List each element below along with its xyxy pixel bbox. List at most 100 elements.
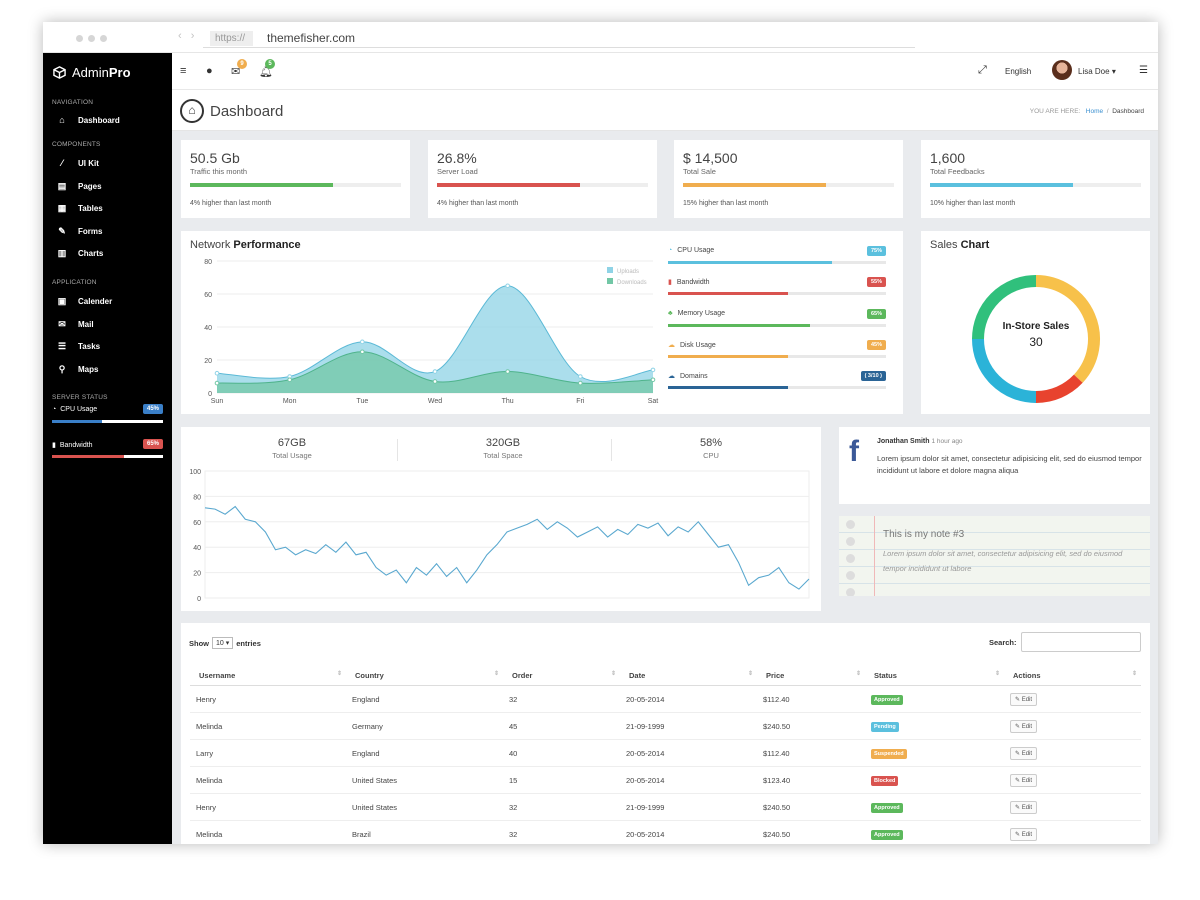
window-dot: [76, 35, 83, 42]
cell-username: Larry: [190, 739, 346, 767]
table-row[interactable]: Henry England 32 20-05-2014 $112.40 Appr…: [190, 685, 1141, 713]
cell-status: Suspended: [865, 739, 1004, 767]
sort-icon: ⇕: [747, 671, 753, 677]
dashboard-icon: ◔: [668, 247, 673, 254]
stat-footer: 4% higher than last month: [437, 200, 519, 207]
edit-button[interactable]: ✎ Edit: [1010, 828, 1038, 841]
cell-price: $240.50: [757, 793, 865, 821]
server-bandwidth: ▮ Bandwidth 65%: [52, 439, 163, 458]
top-bar: ≡ ● ✉ 9 🔔︎ 5 ⤢ English Lisa Doe ▾ ☰: [172, 53, 1158, 90]
cell-country: Brazil: [346, 820, 503, 844]
header-label: Actions: [1013, 671, 1041, 680]
sidebar-item-dashboard[interactable]: ⌂ Dashboard: [56, 113, 166, 127]
header-label: Price: [766, 671, 785, 680]
panel-title: Sales Chart: [930, 239, 989, 251]
url-host: themefisher.com: [267, 31, 356, 45]
stat-card-feedbacks: 1,600 Total Feedbacks 10% higher than la…: [921, 140, 1150, 218]
sidebar-item-tables[interactable]: ▦ Tables: [56, 201, 166, 215]
brand-logo[interactable]: AdminPro: [53, 65, 131, 80]
cell-date: 21-09-1999: [620, 793, 757, 821]
stat-progress-fill: [930, 183, 1074, 187]
entries-select[interactable]: 10 ▾: [212, 637, 234, 649]
sidebar-item-pages[interactable]: ▤ Pages: [56, 179, 166, 193]
cell-country: England: [346, 739, 503, 767]
user-icon[interactable]: ●: [206, 65, 213, 77]
stat-progress: [930, 183, 1141, 187]
cell-date: 20-05-2014: [620, 820, 757, 844]
sort-icon: ⇕: [855, 671, 861, 677]
bell-icon[interactable]: 🔔︎ 5: [259, 59, 275, 78]
col-status[interactable]: Status ⇕: [865, 665, 1004, 686]
orders-table: Username ⇕ Country ⇕ Order ⇕ Date ⇕ Price ⇕ S…: [190, 665, 1141, 844]
title-light: Network: [190, 239, 231, 251]
header-label: Date: [629, 671, 646, 680]
edit-button[interactable]: ✎ Edit: [1010, 801, 1038, 814]
table-row[interactable]: Henry United States 32 21-09-1999 $240.5…: [190, 793, 1141, 821]
right-panel-toggle-icon[interactable]: ☰: [1139, 65, 1148, 76]
edit-icon: ✎: [1015, 778, 1021, 784]
address-bar[interactable]: [203, 27, 915, 48]
table-row[interactable]: Melinda Germany 45 21-09-1999 $240.50 Pe…: [190, 712, 1141, 740]
server-cpu: ◔ CPU Usage 45%: [52, 404, 163, 423]
nav-arrows-icon[interactable]: ‹ ›: [178, 30, 198, 42]
col-date[interactable]: Date ⇕: [620, 665, 757, 686]
stat-progress: [683, 183, 894, 187]
sidebar-item-tasks[interactable]: ☰ Tasks: [56, 339, 166, 353]
col-actions[interactable]: Actions ⇕: [1004, 665, 1141, 686]
feed-author[interactable]: Jonathan Smith: [877, 438, 930, 445]
col-country[interactable]: Country ⇕: [346, 665, 503, 686]
x-tick-label: Wed: [428, 398, 442, 405]
table-row[interactable]: Melinda Brazil 32 20-05-2014 $240.50 App…: [190, 820, 1141, 844]
edit-button[interactable]: ✎ Edit: [1010, 747, 1038, 760]
stat-label: Server Load: [437, 167, 478, 176]
server-bandwidth-badge: 65%: [142, 439, 163, 449]
user-menu[interactable]: Lisa Doe ▾: [1078, 67, 1116, 76]
stat-progress-fill: [190, 183, 334, 187]
fullscreen-icon[interactable]: ⤢: [978, 64, 987, 76]
search-input[interactable]: [1021, 632, 1141, 652]
sidebar-item-ui-kit[interactable]: ⁄ UI Kit: [56, 156, 166, 170]
mail-count-badge: 9: [237, 59, 247, 69]
sales-chart-panel: Sales Chart In-Store Sales 30: [921, 231, 1150, 414]
cell-country: Germany: [346, 712, 503, 740]
sidebar-item-calender[interactable]: ▣ Calender: [56, 294, 166, 308]
language-selector[interactable]: English: [1005, 67, 1032, 76]
cell-order: 32: [503, 820, 620, 844]
resource-bar: [668, 386, 886, 389]
envelope-icon[interactable]: ✉ 9: [231, 59, 247, 78]
avatar[interactable]: [1052, 60, 1072, 80]
resource-badge: 65%: [866, 309, 886, 319]
cell-order: 32: [503, 793, 620, 821]
sidebar-item-label: Dashboard: [78, 115, 120, 125]
cell-username: Henry: [190, 685, 346, 713]
feed-header: Jonathan Smith 1 hour ago: [877, 438, 963, 445]
col-order[interactable]: Order ⇕: [503, 665, 620, 686]
caret-down-icon: ▾: [225, 640, 230, 647]
edit-button[interactable]: ✎ Edit: [1010, 774, 1038, 787]
data-point: [214, 370, 220, 376]
sidebar-item-forms[interactable]: ✎ Forms: [56, 224, 166, 238]
y-tick-label: 60: [204, 292, 212, 299]
plot-frame: [204, 470, 810, 599]
cell-actions: ✎ Edit: [1004, 766, 1141, 794]
search-label: Search:: [989, 638, 1017, 647]
entries-label: entries: [236, 638, 261, 648]
hamburger-menu-icon[interactable]: ≡: [180, 65, 187, 77]
col-price[interactable]: Price ⇕: [757, 665, 865, 686]
cloud-icon: ☁: [668, 373, 675, 380]
header-label: Status: [874, 671, 897, 680]
table-header-row: Username ⇕ Country ⇕ Order ⇕ Date ⇕ Price ⇕ S…: [190, 665, 1141, 686]
breadcrumb-home[interactable]: Home: [1085, 108, 1104, 115]
orders-table-panel: Show 10 ▾ entries Search: Username ⇕ Coun…: [181, 623, 1150, 844]
edit-button[interactable]: ✎ Edit: [1010, 693, 1038, 706]
sidebar-item-maps[interactable]: ⚲ Maps: [56, 362, 166, 376]
sidebar-item-charts[interactable]: ▥ Charts: [56, 246, 166, 260]
table-row[interactable]: Larry England 40 20-05-2014 $112.40 Susp…: [190, 739, 1141, 767]
sidebar-item-mail[interactable]: ✉ Mail: [56, 317, 166, 331]
edit-button[interactable]: ✎ Edit: [1010, 720, 1038, 733]
y-tick-label: 20: [204, 358, 212, 365]
status-badge: Approved: [871, 830, 903, 840]
table-row[interactable]: Melinda United States 15 20-05-2014 $123…: [190, 766, 1141, 794]
cell-actions: ✎ Edit: [1004, 712, 1141, 740]
col-username[interactable]: Username ⇕: [190, 665, 346, 686]
